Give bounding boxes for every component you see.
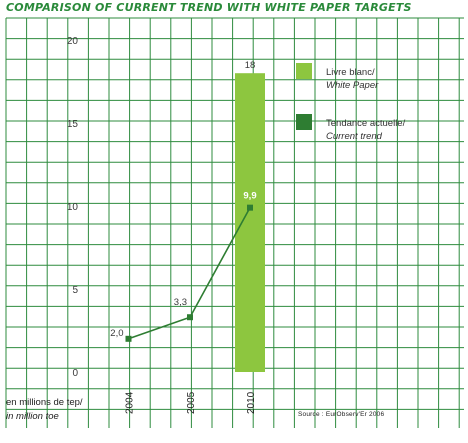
legend-label-en: Current trend — [326, 131, 382, 142]
y-axis-unit-label: en millions de tep/ in million toe — [6, 396, 83, 424]
y-tick-label: 15 — [67, 119, 79, 130]
legend-label-fr: Livre blanc/ — [326, 67, 375, 78]
source-note: Source : EurObserv'Er 2006 — [298, 411, 385, 418]
bars: 18 — [235, 60, 265, 372]
unit-label-fr: en millions de tep/ — [6, 397, 83, 408]
current-trend-point-2004 — [125, 335, 132, 342]
point-data-label: 9,9 — [243, 191, 256, 202]
line-series: 2,0 3,3 9,9 — [110, 191, 257, 342]
legend-swatch-white-paper — [296, 63, 312, 79]
x-axis-ticks: 2004 2005 2010 — [125, 391, 258, 414]
bar-data-label: 18 — [245, 60, 256, 71]
current-trend-point-2005 — [187, 314, 193, 321]
unit-label-en: in million toe — [6, 411, 59, 422]
y-tick-label: 10 — [67, 202, 79, 213]
legend-label-fr: Tendance actuelle/ — [326, 118, 406, 129]
bar-white-paper-2010 — [235, 73, 265, 372]
legend-entry-current-trend: Tendance actuelle/ Current trend — [326, 117, 405, 143]
legend-swatches — [296, 63, 312, 130]
legend-entry-white-paper: Livre blanc/ White Paper — [326, 66, 378, 92]
legend-label-en: White Paper — [326, 80, 379, 91]
y-axis-ticks: 0 5 10 15 20 — [67, 36, 79, 379]
y-tick-label: 20 — [67, 36, 79, 47]
point-data-label: 3,3 — [174, 297, 187, 308]
y-tick-label: 0 — [72, 368, 78, 379]
legend-swatch-current-trend — [296, 114, 312, 130]
y-tick-label: 5 — [72, 285, 78, 296]
point-data-label: 2,0 — [110, 328, 123, 339]
chart-title: COMPARISON OF CURRENT TREND WITH WHITE P… — [6, 1, 412, 14]
x-tick-label: 2010 — [246, 391, 257, 414]
x-tick-label: 2004 — [125, 391, 136, 414]
x-tick-label: 2005 — [186, 391, 197, 414]
current-trend-point-2010 — [247, 204, 253, 211]
